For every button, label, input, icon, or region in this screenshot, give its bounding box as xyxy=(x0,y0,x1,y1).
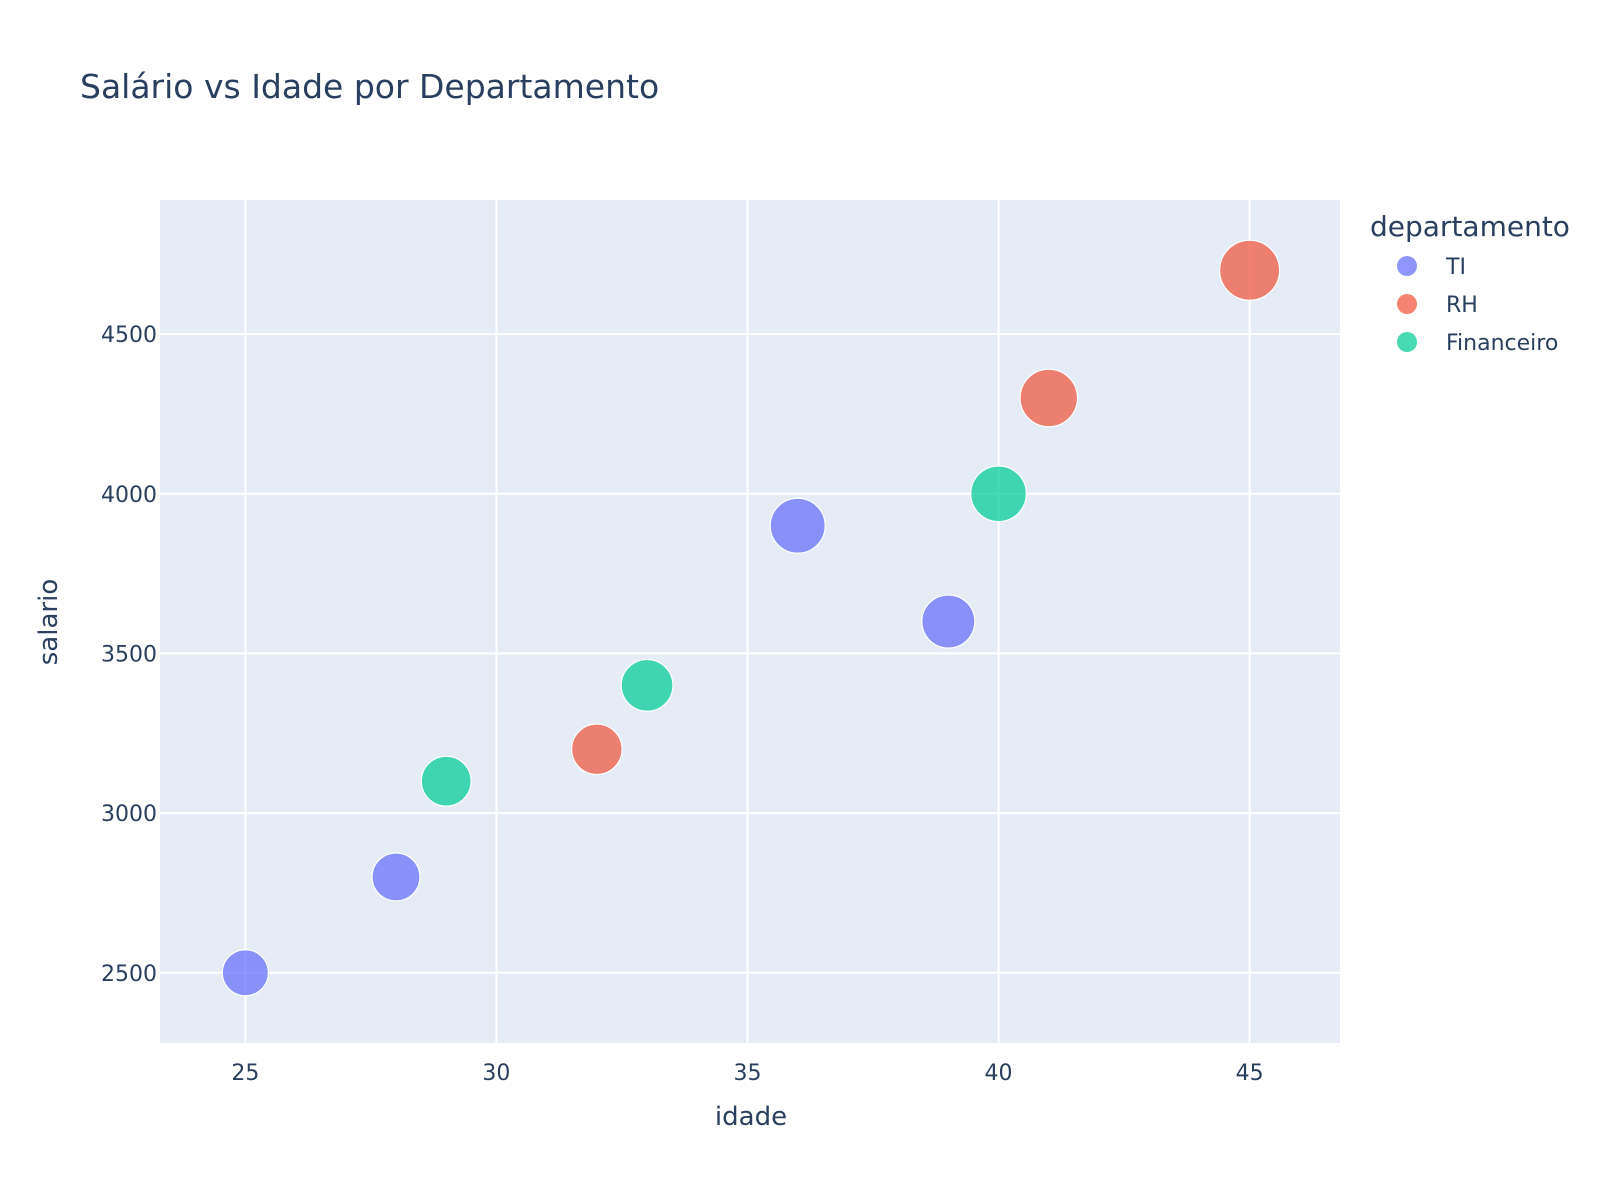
legend-marker-financeiro xyxy=(1397,332,1417,352)
legend: departamento TI RH Financeiro xyxy=(1370,210,1570,356)
data-point-ti[interactable] xyxy=(221,949,269,997)
data-point-ti[interactable] xyxy=(371,852,421,902)
data-point-rh[interactable] xyxy=(1219,239,1281,301)
legend-label-financeiro: Financeiro xyxy=(1446,331,1558,356)
legend-label-ti: TI xyxy=(1445,255,1466,280)
data-point-financeiro[interactable] xyxy=(620,658,674,712)
legend-label-rh: RH xyxy=(1446,293,1478,318)
legend-items: TI RH Financeiro xyxy=(1397,255,1558,356)
y-tick-label: 3000 xyxy=(101,802,157,827)
y-tick-label: 4500 xyxy=(101,323,157,348)
x-axis-label: idade xyxy=(715,1102,787,1132)
y-tick-label: 4000 xyxy=(101,483,157,508)
y-axis-label: salario xyxy=(34,579,64,665)
data-point-rh[interactable] xyxy=(1019,368,1079,428)
data-point-ti[interactable] xyxy=(769,497,826,554)
data-point-financeiro[interactable] xyxy=(970,465,1027,523)
legend-title: departamento xyxy=(1370,210,1570,243)
x-tick-label: 30 xyxy=(482,1061,510,1086)
tick-labels: 25 30 35 40 45 2500 3000 3500 4000 4500 xyxy=(101,323,1264,1086)
data-point-ti[interactable] xyxy=(921,594,976,649)
x-tick-label: 45 xyxy=(1236,1061,1264,1086)
legend-marker-rh xyxy=(1397,294,1417,314)
x-tick-label: 40 xyxy=(985,1061,1013,1086)
data-point-rh[interactable] xyxy=(571,723,623,776)
x-tick-label: 35 xyxy=(733,1061,761,1086)
plot-area xyxy=(160,200,1340,1043)
y-tick-label: 3500 xyxy=(101,642,157,667)
data-point-financeiro[interactable] xyxy=(420,755,472,807)
legend-marker-ti xyxy=(1397,256,1417,276)
data-points xyxy=(221,239,1281,997)
chart-title: Salário vs Idade por Departamento xyxy=(80,67,659,106)
grid-lines xyxy=(160,200,1340,1043)
y-tick-label: 2500 xyxy=(101,962,157,987)
x-tick-label: 25 xyxy=(231,1061,259,1086)
